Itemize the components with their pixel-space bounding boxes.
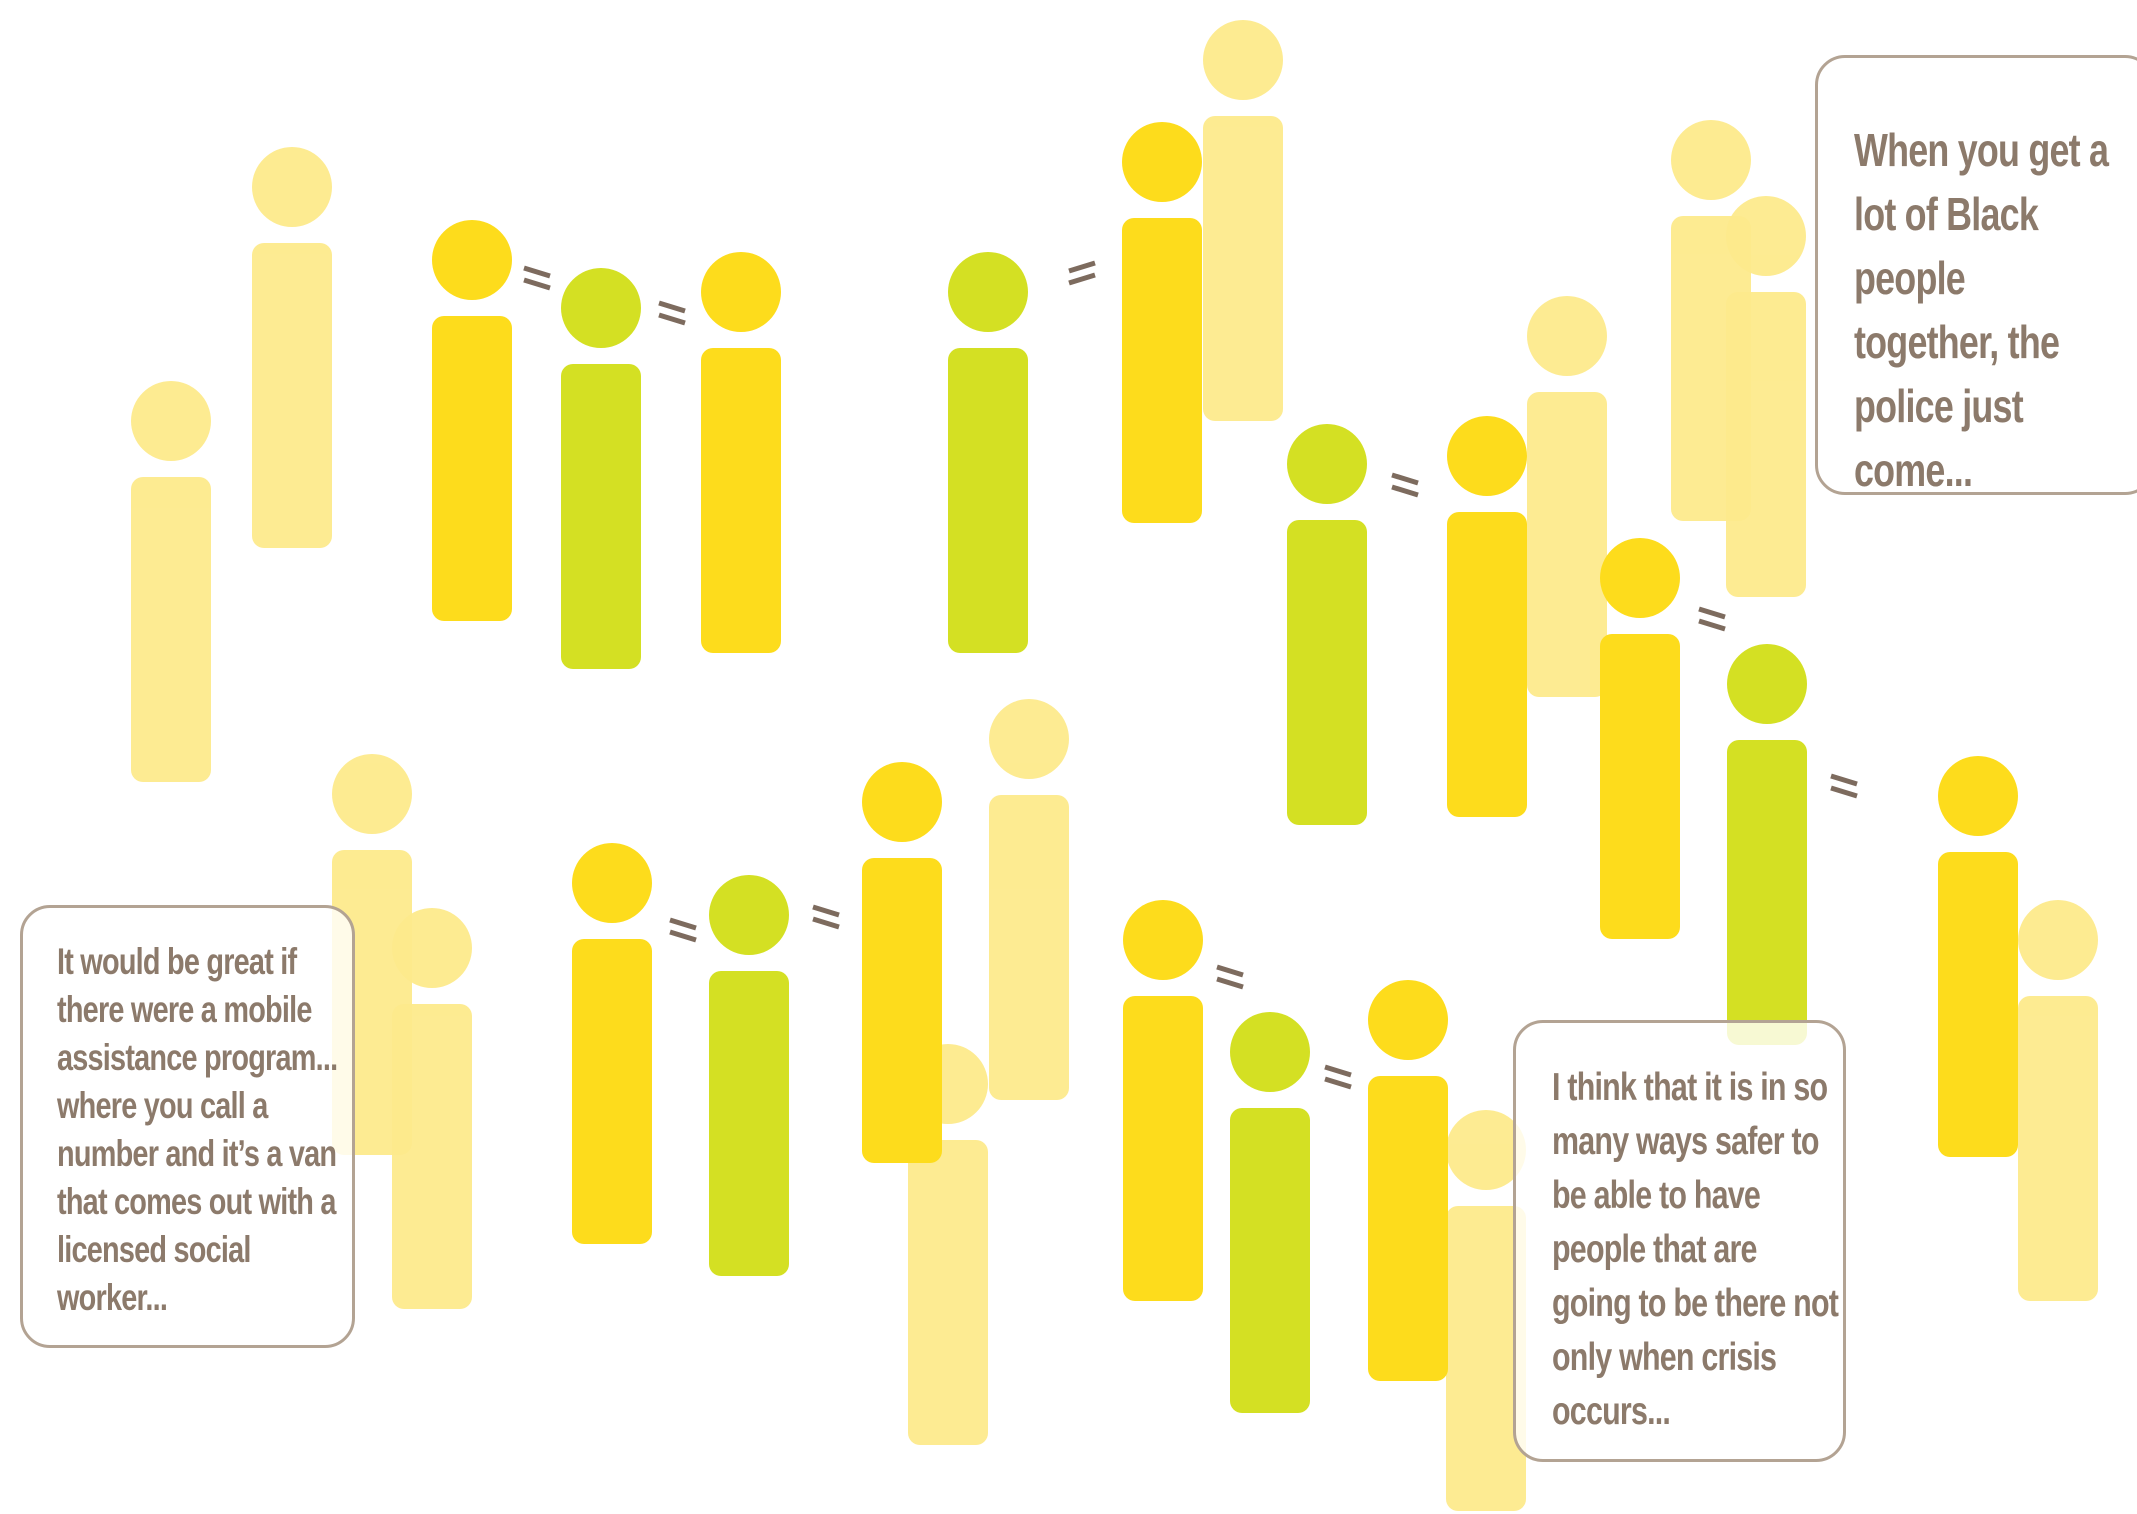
equals-connector: [1324, 1064, 1352, 1090]
pale-person: [1446, 1110, 1526, 1511]
equals-connector: [658, 300, 686, 326]
lime-person: [709, 875, 789, 1276]
pale-person: [392, 908, 472, 1309]
equals-connector: [812, 904, 840, 930]
person-body: [1938, 852, 2018, 1157]
person-head: [1727, 644, 1807, 724]
quote-bubble-safer: I think that it is in so many ways safer…: [1513, 1020, 1846, 1462]
person-head: [572, 843, 652, 923]
gold-person: [572, 843, 652, 1244]
person-head: [1446, 1110, 1526, 1190]
gold-person: [1123, 900, 1203, 1301]
person-head: [1726, 196, 1806, 276]
person-body: [1446, 1206, 1526, 1511]
person-head: [1447, 416, 1527, 496]
person-head: [948, 252, 1028, 332]
person-body: [131, 477, 211, 782]
person-head: [332, 754, 412, 834]
person-head: [989, 699, 1069, 779]
lime-person: [561, 268, 641, 669]
person-body: [1287, 520, 1367, 825]
person-body: [1122, 218, 1202, 523]
person-head: [561, 268, 641, 348]
person-body: [1447, 512, 1527, 817]
person-body: [1368, 1076, 1448, 1381]
equals-connector: [669, 917, 697, 943]
person-body: [1727, 740, 1807, 1045]
person-head: [131, 381, 211, 461]
lime-person: [1727, 644, 1807, 1045]
quote-text-safer: I think that it is in so many ways safer…: [1552, 1066, 1839, 1433]
pale-person: [1203, 20, 1283, 421]
equals-connector: [1068, 260, 1096, 286]
person-body: [1203, 116, 1283, 421]
person-head: [2018, 900, 2098, 980]
quote-bubble-police: When you get a lot of Black people toget…: [1815, 55, 2137, 496]
person-body: [862, 858, 942, 1163]
quote-bubble-mobile-assistance: It would be great if there were a mobile…: [20, 905, 355, 1348]
person-body: [709, 971, 789, 1276]
equals-connector: [1830, 773, 1858, 799]
person-head: [1203, 20, 1283, 100]
person-body: [1726, 292, 1806, 597]
person-body: [948, 348, 1028, 653]
person-body: [561, 364, 641, 669]
gold-person: [432, 220, 512, 621]
person-head: [1123, 900, 1203, 980]
gold-person: [1447, 416, 1527, 817]
equals-connector: [1391, 472, 1419, 498]
lime-person: [948, 252, 1028, 653]
person-body: [572, 939, 652, 1244]
person-body: [1123, 996, 1203, 1301]
pale-person: [1527, 296, 1607, 697]
person-head: [709, 875, 789, 955]
person-body: [432, 316, 512, 621]
person-body: [989, 795, 1069, 1100]
quote-text-police: When you get a lot of Black people toget…: [1854, 124, 2109, 496]
person-head: [1600, 538, 1680, 618]
person-body: [908, 1140, 988, 1445]
gold-person: [1368, 980, 1448, 1381]
person-head: [1230, 1012, 1310, 1092]
gold-person: [1938, 756, 2018, 1157]
equals-connector: [1216, 964, 1244, 990]
person-head: [432, 220, 512, 300]
person-body: [392, 1004, 472, 1309]
person-body: [2018, 996, 2098, 1301]
person-head: [1938, 756, 2018, 836]
person-body: [701, 348, 781, 653]
person-head: [1122, 122, 1202, 202]
quote-text-mobile-assistance: It would be great if there were a mobile…: [57, 941, 338, 1318]
person-head: [1527, 296, 1607, 376]
lime-person: [1287, 424, 1367, 825]
lime-person: [1230, 1012, 1310, 1413]
gold-person: [1122, 122, 1202, 523]
person-head: [862, 762, 942, 842]
person-head: [392, 908, 472, 988]
gold-person: [1600, 538, 1680, 939]
pale-person: [989, 699, 1069, 1100]
person-body: [1600, 634, 1680, 939]
person-head: [252, 147, 332, 227]
equals-connector: [523, 265, 551, 291]
equals-connector: [1698, 606, 1726, 632]
person-head: [1287, 424, 1367, 504]
person-head: [701, 252, 781, 332]
person-head: [1368, 980, 1448, 1060]
person-body: [252, 243, 332, 548]
pale-person: [131, 381, 211, 782]
pale-person: [1726, 196, 1806, 597]
pale-person: [252, 147, 332, 548]
pale-person: [2018, 900, 2098, 1301]
person-body: [1230, 1108, 1310, 1413]
gold-person: [701, 252, 781, 653]
gold-person: [862, 762, 942, 1163]
person-head: [1671, 120, 1751, 200]
person-body: [1527, 392, 1607, 697]
